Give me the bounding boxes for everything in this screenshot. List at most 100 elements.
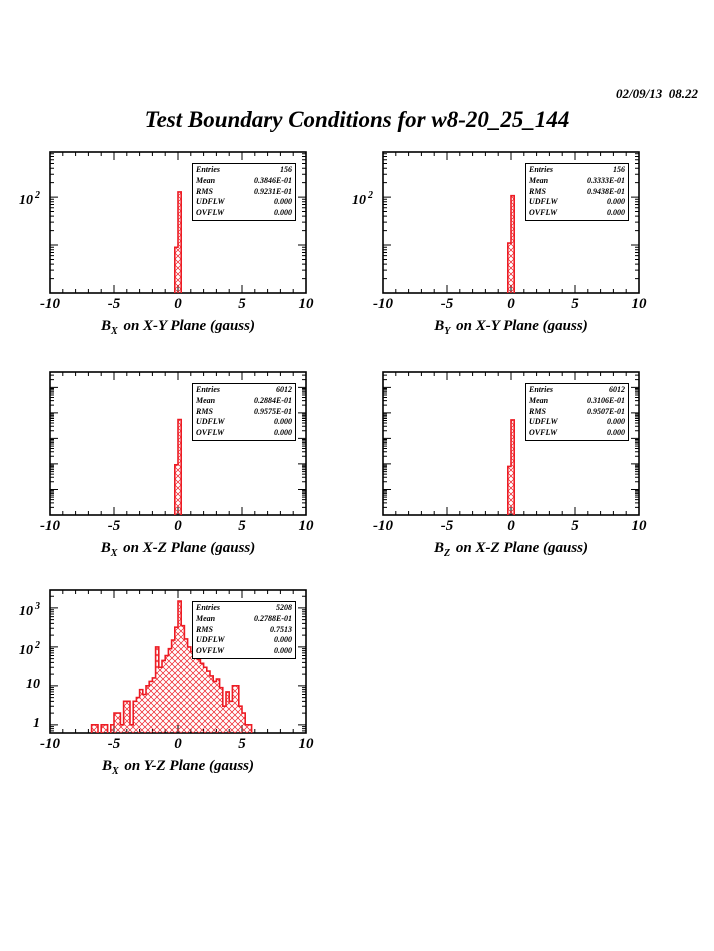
y-axis-label: 10 2 (335, 189, 373, 208)
x-tick-label: 10 (631, 296, 647, 312)
stats-label: UDFLW (196, 197, 225, 207)
stats-value: 0.9575E-01 (254, 406, 292, 416)
stats-box: Entries 156 Mean 0.3846E-01 RMS 0.9231E-01 UDF… (192, 163, 296, 221)
stats-label: Entries (529, 385, 554, 394)
stats-row: OVFLW 0.000 (526, 428, 628, 439)
y-axis-label-exponent: 3 (35, 600, 40, 612)
chart-bx_yz (49, 589, 307, 734)
stats-row: OVFLW 0.000 (193, 208, 295, 219)
stats-row: Entries 6012 (193, 385, 295, 396)
axis-ticks (383, 372, 639, 515)
stats-value: 0.9231E-01 (254, 186, 292, 196)
stats-value: 0.2788E-01 (254, 613, 292, 623)
y-axis-label-exponent: 2 (368, 190, 373, 202)
stats-row: RMS 0.9575E-01 (193, 407, 295, 418)
axis-title: BX on X-Z Plane (gauss) (50, 540, 306, 562)
stats-label: OVFLW (529, 208, 558, 218)
stats-row: Mean 0.3106E-01 (526, 396, 628, 407)
axis-title-subscript: X (110, 548, 118, 559)
chart-bx_xz (49, 371, 307, 516)
stats-row: Entries 6012 (526, 385, 628, 396)
stats-row: Entries 5208 (193, 603, 295, 614)
stats-label: RMS (529, 186, 546, 196)
axis-title-subscript: Z (444, 548, 451, 559)
stats-box: Entries 5208 Mean 0.2788E-01 RMS 0.7513 UDFLW 0… (192, 601, 296, 659)
y-axis-label-base: 10 (19, 603, 33, 619)
axis-title: BY on X-Y Plane (gauss) (383, 318, 639, 340)
y-axis-label: 10 2 (2, 639, 40, 658)
stats-label: UDFLW (196, 417, 225, 427)
stats-value: 0.000 (274, 635, 292, 645)
y-axis-label-base: 1 (33, 715, 40, 731)
stats-value: 0.9507E-01 (587, 406, 625, 416)
y-axis-label-exponent: 2 (35, 190, 40, 202)
stats-value: 156 (280, 165, 292, 174)
x-tick-label: 10 (631, 518, 647, 534)
stats-label: RMS (196, 406, 213, 416)
x-tick-label: -5 (440, 518, 454, 534)
chart-by_xy (382, 151, 640, 294)
stats-label: RMS (529, 406, 546, 416)
stats-row: RMS 0.9438E-01 (526, 187, 628, 198)
stats-label: Entries (196, 385, 221, 394)
stats-label: UDFLW (529, 197, 558, 207)
stats-value: 0.000 (274, 646, 292, 656)
y-axis-label-base: 10 (26, 676, 40, 692)
stats-value: 0.7513 (270, 624, 292, 634)
stats-row: RMS 0.9231E-01 (193, 187, 295, 198)
stats-label: RMS (196, 624, 213, 634)
stats-row: RMS 0.9507E-01 (526, 407, 628, 418)
x-tick-label: -10 (373, 296, 393, 312)
stats-label: Entries (529, 165, 554, 174)
stats-label: Mean (529, 395, 549, 405)
axis-title-text: on X-Z Plane (gauss) (452, 540, 588, 556)
axis-title-text: on X-Y Plane (gauss) (119, 318, 255, 334)
stats-box: Entries 156 Mean 0.3333E-01 RMS 0.9438E-01 UDF… (525, 163, 629, 221)
stats-label: RMS (196, 186, 213, 196)
x-tick-label: 0 (174, 518, 182, 534)
stats-row: OVFLW 0.000 (193, 646, 295, 657)
y-axis-label: 10 3 (2, 600, 40, 619)
y-axis-label-base: 10 (352, 193, 366, 209)
axis-ticks (50, 152, 306, 293)
x-tick-label: 0 (507, 518, 515, 534)
x-tick-label: 10 (298, 736, 314, 752)
axis-title-text: on X-Z Plane (gauss) (119, 540, 256, 556)
stats-value: 0.000 (274, 417, 292, 427)
axis-title-symbol: B (101, 318, 112, 334)
stats-row: Mean 0.2788E-01 (193, 614, 295, 625)
stats-value: 6012 (609, 385, 625, 394)
stats-value: 0.2884E-01 (254, 395, 292, 405)
stats-value: 0.000 (607, 428, 625, 438)
stats-label: UDFLW (196, 635, 225, 645)
stats-value: 0.000 (274, 197, 292, 207)
x-tick-label: 0 (174, 296, 182, 312)
stats-row: UDFLW 0.000 (193, 417, 295, 428)
stats-label: Mean (196, 613, 216, 623)
x-tick-label: 0 (507, 296, 515, 312)
stats-label: Entries (196, 165, 221, 174)
x-tick-label: 0 (174, 736, 182, 752)
x-tick-label: 5 (238, 736, 246, 752)
stats-label: UDFLW (529, 417, 558, 427)
stats-label: OVFLW (196, 428, 225, 438)
axis-title-symbol: B (434, 540, 445, 556)
histogram-bars (174, 418, 182, 515)
axis-title: BX on X-Y Plane (gauss) (50, 318, 306, 340)
histogram-bars (174, 191, 182, 293)
stats-label: Mean (529, 175, 549, 185)
histogram-bars (507, 194, 515, 293)
stats-box: Entries 6012 Mean 0.2884E-01 RMS 0.9575E-01 UD… (192, 383, 296, 441)
axis-title: BZ on X-Z Plane (gauss) (383, 540, 639, 562)
y-axis-label-exponent: 2 (35, 639, 40, 651)
axis-title-subscript: X (111, 326, 118, 337)
axis-title-symbol: B (434, 318, 445, 334)
y-axis-label-base: 10 (19, 193, 33, 209)
axis-title-text: on X-Y Plane (gauss) (452, 318, 588, 334)
x-tick-label: 5 (571, 518, 579, 534)
stats-value: 0.000 (274, 208, 292, 218)
stats-value: 0.000 (607, 417, 625, 427)
x-tick-label: -10 (40, 296, 60, 312)
x-tick-label: 10 (298, 296, 314, 312)
